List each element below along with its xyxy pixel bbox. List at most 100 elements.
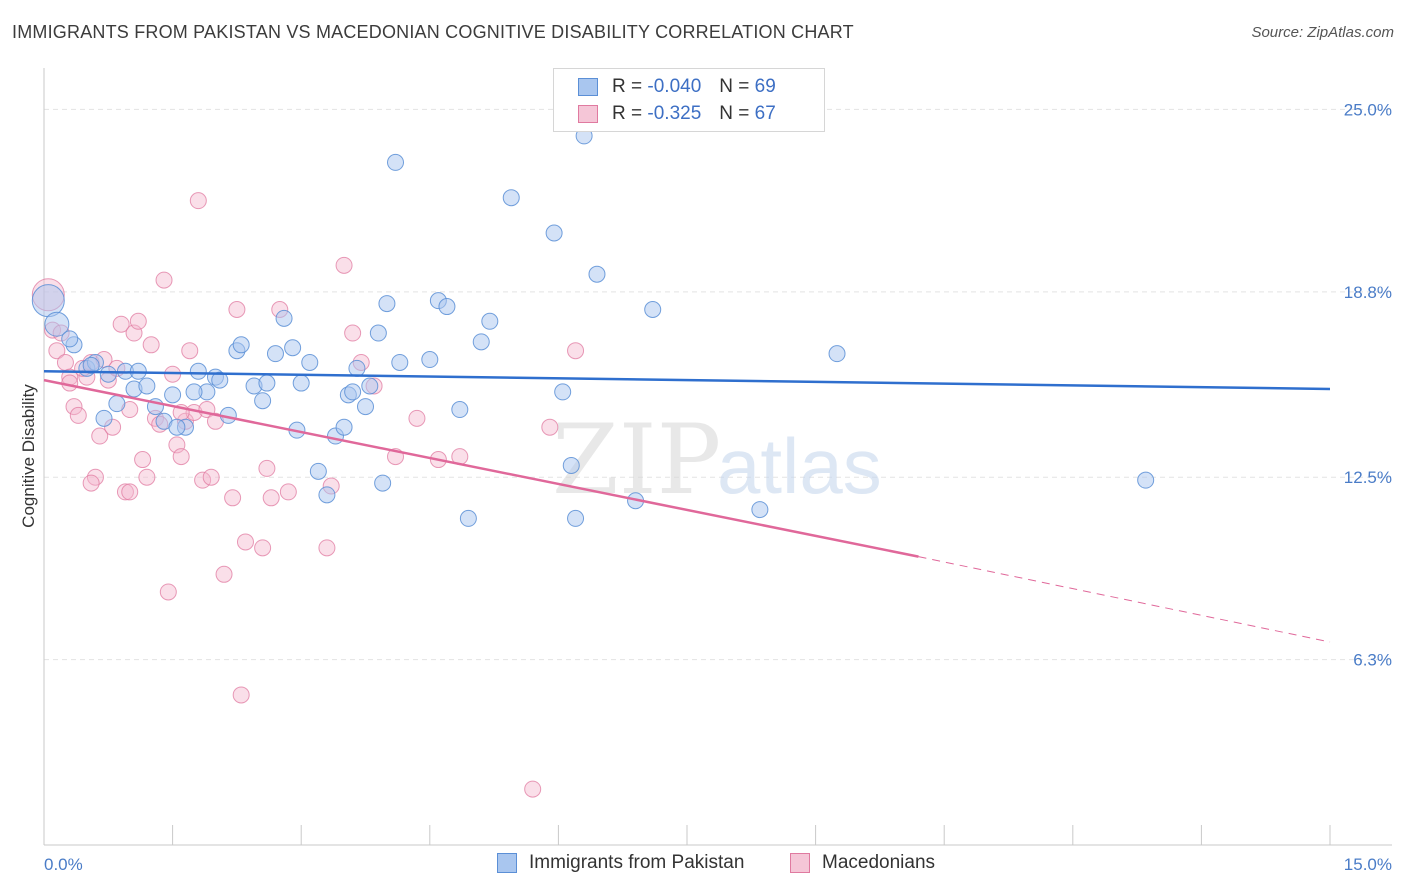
macedonians-point — [172, 448, 190, 466]
pakistan-point — [232, 336, 250, 354]
series-legend-macedonians[interactable]: Macedonians — [790, 852, 935, 874]
pakistan-point — [108, 395, 126, 413]
legend-box: R = -0.040 N = 69 R = -0.325 N = 67 — [553, 68, 825, 132]
pakistan-point — [438, 298, 456, 316]
macedonians-point — [65, 398, 83, 416]
legend-swatch-macedonians — [578, 105, 598, 123]
pakistan-point — [588, 265, 606, 283]
pakistan-points — [31, 127, 1155, 527]
pakistan-point — [266, 345, 284, 363]
pakistan-point — [374, 474, 392, 492]
macedonians-point — [121, 483, 139, 501]
watermark: ZIP atlas — [552, 404, 882, 516]
macedonians-point — [134, 451, 152, 469]
pakistan-point — [562, 456, 580, 474]
pakistan-point — [554, 383, 572, 401]
chart-title: IMMIGRANTS FROM PAKISTAN VS MACEDONIAN C… — [12, 22, 854, 42]
legend-r-label: R = — [612, 103, 643, 124]
legend-row-macedonians: R = -0.325 N = 67 — [578, 101, 776, 127]
pakistan-point — [481, 312, 499, 330]
pakistan-point — [254, 392, 272, 410]
pakistan-point — [95, 409, 113, 427]
macedonians-point — [56, 353, 74, 371]
y-tick-label-2: 18.8% — [1344, 283, 1392, 302]
y-tick-label-0: 6.3% — [1353, 651, 1392, 670]
macedonians-point — [202, 468, 220, 486]
macedonians-point — [236, 533, 254, 551]
series-legend: Immigrants from Pakistan Macedonians — [0, 852, 1406, 878]
legend-row-pakistan: R = -0.040 N = 69 — [578, 74, 776, 100]
series-swatch-macedonians — [790, 853, 810, 873]
macedonians-trend-line-extension — [918, 556, 1331, 643]
y-tick-label-3: 25.0% — [1344, 100, 1392, 119]
series-legend-pakistan[interactable]: Immigrants from Pakistan — [497, 852, 744, 874]
pakistan-point — [357, 398, 374, 416]
pakistan-point — [369, 324, 387, 342]
macedonians-point — [567, 342, 585, 360]
pakistan-point — [189, 362, 207, 380]
pakistan-point — [31, 284, 65, 318]
pakistan-point — [472, 333, 490, 351]
macedonians-point — [279, 483, 297, 501]
trend-lines — [43, 370, 1331, 643]
legend-n-label: N = — [719, 103, 750, 124]
macedonians-point — [262, 489, 280, 507]
pakistan-point — [421, 351, 439, 369]
macedonians-point — [258, 459, 276, 477]
pakistan-point — [82, 356, 100, 374]
tick-labels: 6.3% 12.5% 18.8% 25.0% 0.0% 15.0% — [44, 100, 1392, 874]
macedonians-points — [31, 192, 585, 798]
pakistan-point — [99, 365, 117, 383]
pakistan-point — [138, 377, 156, 395]
macedonians-point — [129, 312, 147, 330]
pakistan-point — [309, 462, 327, 480]
pakistan-point — [361, 377, 379, 395]
pakistan-point — [168, 418, 186, 436]
legend-n-value: 67 — [754, 103, 776, 124]
pakistan-point — [301, 353, 319, 371]
macedonians-point — [82, 474, 100, 492]
legend-swatch-pakistan — [578, 78, 598, 96]
pakistan-point — [751, 501, 769, 519]
pakistan-point — [292, 374, 310, 392]
macedonians-point — [159, 583, 177, 601]
pakistan-point — [387, 153, 405, 171]
macedonians-point — [116, 483, 134, 501]
watermark-atlas: atlas — [717, 422, 882, 510]
pakistan-point — [378, 295, 396, 313]
pakistan-point — [44, 311, 70, 337]
macedonians-point — [541, 418, 559, 436]
macedonians-point — [224, 489, 242, 507]
macedonians-point — [181, 342, 199, 360]
macedonians-point — [408, 409, 426, 427]
pakistan-point — [567, 509, 585, 527]
macedonians-point — [232, 686, 250, 704]
pakistan-point — [284, 339, 302, 357]
legend-r-value: -0.325 — [647, 103, 702, 124]
macedonians-point — [138, 468, 156, 486]
pakistan-point — [502, 189, 520, 207]
legend-r-label: R = — [612, 76, 643, 97]
pakistan-trend-line — [43, 370, 1331, 391]
macedonians-point — [215, 565, 233, 583]
axes — [43, 68, 1392, 846]
y-tick-label-1: 12.5% — [1344, 468, 1392, 487]
pakistan-point — [459, 509, 477, 527]
pakistan-point — [318, 486, 336, 504]
macedonians-point — [189, 192, 207, 210]
series-swatch-pakistan — [497, 853, 517, 873]
pakistan-point — [545, 224, 563, 242]
macedonians-point — [344, 324, 362, 342]
macedonians-point — [69, 406, 87, 424]
macedonians-point — [335, 256, 353, 274]
pakistan-point — [185, 383, 203, 401]
pakistan-point — [275, 309, 293, 327]
pakistan-point — [644, 301, 662, 318]
pakistan-point — [1137, 471, 1155, 489]
pakistan-point — [348, 359, 366, 377]
series-name-macedonians: Macedonians — [822, 852, 936, 873]
macedonians-point — [112, 315, 130, 333]
legend-r-value: -0.040 — [647, 76, 702, 97]
pakistan-point — [61, 330, 79, 348]
